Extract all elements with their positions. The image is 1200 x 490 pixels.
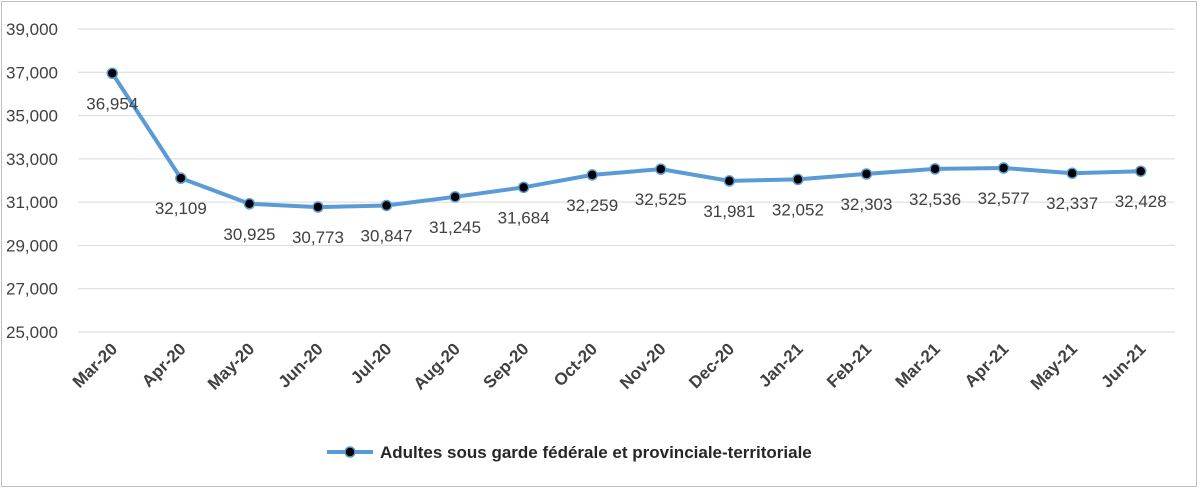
data-point	[175, 172, 187, 184]
legend-label: Adultes sous garde fédérale et provincia…	[380, 443, 812, 462]
data-point	[1134, 165, 1147, 177]
data-label: 32,577	[978, 189, 1030, 208]
data-point	[517, 181, 530, 194]
series-line	[110, 71, 1143, 210]
x-tick-label: Jan-21	[755, 339, 807, 391]
data-point	[106, 67, 119, 80]
gridlines	[78, 28, 1175, 333]
data-label: 30,925	[223, 225, 275, 244]
data-label: 32,525	[635, 190, 687, 209]
data-point	[997, 162, 1010, 174]
y-tick-label: 29,000	[6, 236, 58, 255]
data-point	[1066, 167, 1078, 179]
x-tick-label: Dec-20	[685, 339, 738, 392]
data-label: 32,109	[155, 199, 207, 218]
data-point	[792, 173, 804, 186]
y-tick-label: 35,000	[6, 107, 58, 126]
data-label: 32,052	[772, 200, 824, 219]
data-label: 32,536	[909, 190, 961, 209]
x-axis-ticks: Mar-20 Apr-20 May-20 Jun-20 Jul-20 Aug-20 Sep-…	[69, 339, 1150, 393]
y-tick-label: 37,000	[6, 63, 58, 82]
data-point	[312, 201, 324, 213]
data-label: 30,847	[361, 226, 413, 245]
y-tick-label: 25,000	[6, 323, 58, 342]
x-tick-label: May-21	[1027, 339, 1081, 393]
data-label: 32,303	[840, 195, 892, 214]
data-labels: 36,954 32,109 30,925 30,773 30,847 31,245 31,6…	[86, 94, 1166, 247]
data-label: 32,428	[1115, 192, 1167, 211]
y-axis-ticks: 25,000 27,000 29,000 31,000 33,000 35,000 37,0…	[6, 20, 58, 342]
x-tick-label: Jun-21	[1097, 339, 1149, 391]
data-label: 30,773	[292, 228, 344, 247]
x-tick-label: Jul-20	[347, 339, 395, 387]
x-tick-label: Nov-20	[616, 339, 670, 393]
data-point	[380, 199, 393, 212]
data-label: 31,981	[703, 202, 755, 221]
x-tick-label: Aug-20	[410, 339, 464, 393]
x-tick-label: Mar-21	[892, 339, 944, 391]
data-label: 36,954	[86, 94, 138, 113]
x-tick-label: Apr-21	[961, 339, 1013, 391]
data-point	[860, 168, 873, 180]
data-point	[929, 163, 941, 175]
data-point	[449, 191, 461, 203]
data-label: 31,684	[498, 208, 550, 227]
x-tick-label: Mar-20	[69, 339, 121, 391]
legend-marker-swatch	[344, 446, 356, 458]
data-point	[586, 169, 598, 181]
data-point	[655, 163, 667, 175]
series-group	[106, 67, 1147, 213]
data-point	[243, 198, 256, 210]
x-tick-label: Jun-20	[275, 339, 327, 391]
data-label: 32,259	[566, 196, 618, 215]
y-tick-label: 39,000	[6, 20, 58, 39]
data-point	[723, 175, 736, 187]
y-tick-label: 33,000	[6, 150, 58, 169]
x-tick-label: Sep-20	[480, 339, 533, 392]
x-tick-label: May-20	[204, 339, 258, 393]
y-tick-label: 27,000	[6, 280, 58, 299]
data-label: 31,245	[429, 218, 481, 237]
data-label: 32,337	[1046, 194, 1098, 213]
x-tick-label: Apr-20	[138, 339, 190, 391]
y-tick-label: 31,000	[6, 193, 58, 212]
legend: Adultes sous garde fédérale et provincia…	[327, 443, 812, 462]
x-tick-label: Feb-21	[823, 339, 875, 391]
x-tick-label: Oct-20	[550, 339, 601, 390]
